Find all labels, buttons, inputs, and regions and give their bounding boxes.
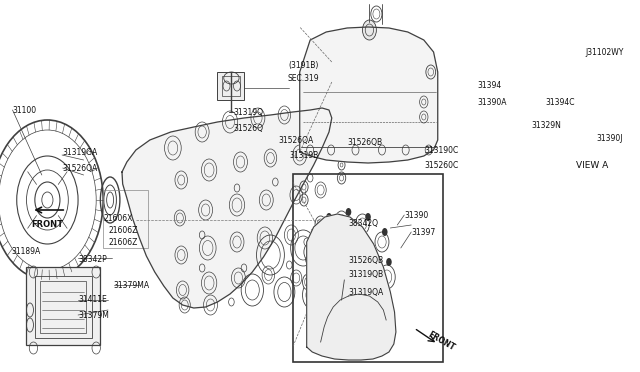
Polygon shape bbox=[307, 214, 396, 360]
Text: 31526QA: 31526QA bbox=[63, 164, 98, 173]
Text: 31189A: 31189A bbox=[11, 247, 40, 257]
Text: 31319QA: 31319QA bbox=[349, 288, 384, 296]
Circle shape bbox=[362, 20, 376, 40]
Circle shape bbox=[365, 213, 371, 221]
Text: 21606Z: 21606Z bbox=[108, 237, 138, 247]
Text: 31526QB: 31526QB bbox=[347, 138, 382, 147]
Circle shape bbox=[326, 213, 332, 221]
Text: 31319QB: 31319QB bbox=[349, 270, 383, 279]
Circle shape bbox=[305, 256, 311, 264]
Circle shape bbox=[378, 265, 396, 289]
Circle shape bbox=[365, 286, 371, 294]
Bar bbox=[40, 281, 86, 333]
Bar bbox=[103, 190, 148, 248]
Circle shape bbox=[307, 300, 317, 314]
Text: 31379MA: 31379MA bbox=[114, 280, 150, 289]
Bar bbox=[218, 72, 244, 100]
Text: 313190C: 313190C bbox=[424, 145, 459, 154]
Circle shape bbox=[335, 211, 348, 229]
Circle shape bbox=[382, 228, 388, 236]
Text: 31526Q: 31526Q bbox=[234, 124, 264, 132]
Text: 31319Q: 31319Q bbox=[234, 108, 264, 116]
Circle shape bbox=[349, 283, 355, 291]
Bar bbox=[221, 76, 240, 96]
Text: 31390: 31390 bbox=[404, 211, 429, 219]
Text: FRONT: FRONT bbox=[427, 330, 456, 353]
Circle shape bbox=[355, 214, 369, 234]
Text: FRONT: FRONT bbox=[31, 220, 63, 229]
Circle shape bbox=[379, 280, 385, 288]
Circle shape bbox=[303, 274, 314, 290]
Text: 31100: 31100 bbox=[13, 106, 36, 115]
Circle shape bbox=[386, 258, 392, 266]
Bar bbox=[292, 174, 443, 362]
Text: 31319GA: 31319GA bbox=[63, 148, 98, 157]
Text: 31390A: 31390A bbox=[477, 97, 507, 106]
Circle shape bbox=[343, 309, 368, 345]
Bar bbox=[26, 267, 100, 345]
Circle shape bbox=[315, 216, 326, 232]
Circle shape bbox=[311, 228, 316, 236]
Text: 38342P: 38342P bbox=[78, 256, 107, 264]
Text: 31329N: 31329N bbox=[532, 121, 562, 129]
Text: 31526QB: 31526QB bbox=[349, 256, 383, 264]
Bar bbox=[35, 276, 92, 338]
Circle shape bbox=[375, 232, 389, 252]
Text: J31102WY: J31102WY bbox=[586, 48, 624, 57]
Circle shape bbox=[323, 309, 335, 325]
Circle shape bbox=[346, 208, 351, 216]
Text: 31379M: 31379M bbox=[78, 311, 109, 320]
Circle shape bbox=[314, 295, 344, 339]
Text: 31526QA: 31526QA bbox=[279, 135, 314, 144]
Circle shape bbox=[332, 278, 337, 286]
Text: VIEW A: VIEW A bbox=[576, 160, 608, 170]
Polygon shape bbox=[300, 27, 438, 163]
Text: 31394: 31394 bbox=[477, 80, 502, 90]
Text: 31319B: 31319B bbox=[289, 151, 319, 160]
Text: 21606Z: 21606Z bbox=[108, 225, 138, 234]
Text: (3191B): (3191B) bbox=[289, 61, 319, 70]
Text: 21606X: 21606X bbox=[104, 214, 133, 222]
Text: 315260C: 315260C bbox=[424, 160, 459, 170]
Text: 31394C: 31394C bbox=[545, 97, 575, 106]
Circle shape bbox=[351, 320, 360, 334]
Text: 38342Q: 38342Q bbox=[349, 218, 378, 228]
Circle shape bbox=[304, 243, 316, 261]
Text: 31411E: 31411E bbox=[78, 295, 107, 305]
Text: SEC.319: SEC.319 bbox=[287, 74, 319, 83]
Polygon shape bbox=[122, 108, 332, 308]
Text: 31397: 31397 bbox=[412, 228, 435, 237]
Text: 31390J: 31390J bbox=[596, 134, 623, 142]
Circle shape bbox=[370, 298, 390, 326]
